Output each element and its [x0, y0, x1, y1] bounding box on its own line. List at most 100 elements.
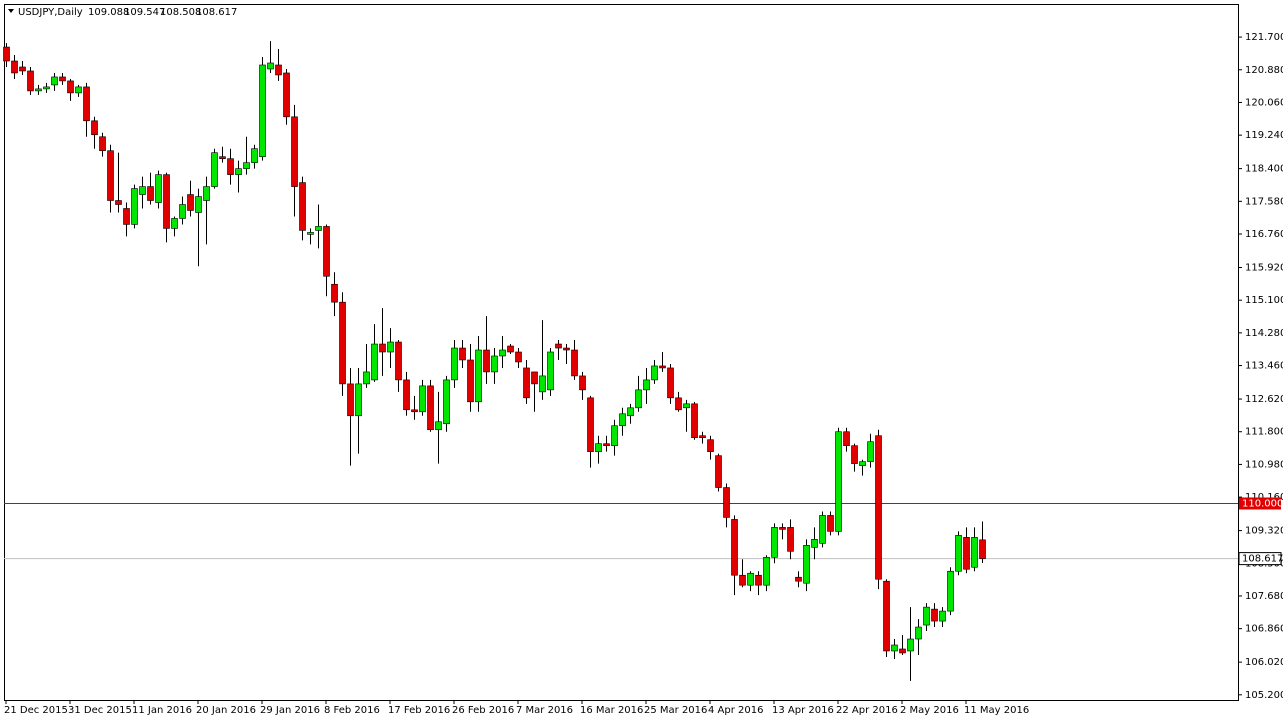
- candle-body: [235, 168, 242, 175]
- candle-body: [899, 648, 906, 654]
- candle-body: [499, 349, 506, 357]
- y-tick-label: 111.800: [1245, 427, 1283, 438]
- candle-body: [971, 537, 978, 568]
- y-tick-label: 105.200: [1245, 690, 1283, 701]
- candle-body: [603, 443, 610, 446]
- x-tick-label: 11 Jan 2016: [132, 705, 192, 716]
- y-tick-label: 109.320: [1245, 526, 1283, 537]
- ohlc-close: 108.617: [196, 7, 237, 18]
- candle-body: [819, 515, 826, 544]
- candle-body: [171, 218, 178, 229]
- candle-body: [963, 537, 970, 570]
- candle-body: [227, 158, 234, 175]
- x-tick-label: 2 May 2016: [900, 705, 959, 716]
- candle-body: [907, 638, 914, 652]
- candle-body: [315, 226, 322, 231]
- candle-body: [179, 204, 186, 219]
- candle-body: [323, 226, 330, 277]
- ohlc-low: 108.508: [160, 7, 201, 18]
- candle-body: [947, 570, 954, 612]
- candle-body: [771, 527, 778, 558]
- y-tick-label: 121.700: [1245, 32, 1283, 43]
- candle-body: [395, 341, 402, 381]
- y-tick-label: 119.240: [1245, 130, 1283, 141]
- candle-body: [787, 527, 794, 552]
- candle-body: [915, 626, 922, 640]
- candle-body: [667, 367, 674, 399]
- candle-body: [275, 64, 282, 76]
- candle-body: [483, 349, 490, 373]
- candle-body: [843, 431, 850, 446]
- candle-body: [859, 461, 866, 466]
- candle-body: [163, 174, 170, 229]
- candle-body: [563, 347, 570, 351]
- candle-body: [555, 343, 562, 349]
- y-tick-label: 106.020: [1245, 657, 1283, 668]
- candle-body: [91, 120, 98, 136]
- candle-body: [475, 349, 482, 403]
- x-tick-label: 7 Mar 2016: [516, 705, 573, 716]
- y-tick-label: 115.920: [1245, 262, 1283, 273]
- candle-body: [19, 66, 26, 72]
- y-tick-label: 120.060: [1245, 97, 1283, 108]
- candle-body: [715, 455, 722, 488]
- level-label: 110.000: [1242, 498, 1283, 509]
- candle-body: [675, 397, 682, 411]
- y-tick-label: 117.580: [1245, 196, 1283, 207]
- candle-body: [115, 200, 122, 205]
- candle-body: [27, 70, 34, 92]
- candle-body: [339, 301, 346, 385]
- candle-body: [371, 343, 378, 381]
- candle-body: [707, 439, 714, 452]
- candle-body: [243, 162, 250, 169]
- candle-body: [411, 409, 418, 413]
- candle-body: [579, 375, 586, 391]
- candle-body: [467, 359, 474, 403]
- x-tick-label: 26 Feb 2016: [452, 705, 514, 716]
- candle-body: [795, 576, 802, 582]
- candle-body: [387, 341, 394, 353]
- candle-body: [923, 606, 930, 626]
- candle-body: [507, 345, 514, 353]
- candle-body: [523, 367, 530, 399]
- candle-body: [291, 116, 298, 187]
- candle-body: [547, 351, 554, 391]
- candle-body: [955, 535, 962, 572]
- ohlc-open: 109.088: [88, 7, 129, 18]
- candle-body: [363, 371, 370, 385]
- y-tick-label: 120.880: [1245, 65, 1283, 76]
- candle-body: [739, 574, 746, 586]
- candle-body: [875, 435, 882, 580]
- candle-body: [419, 385, 426, 413]
- candle-body: [59, 76, 66, 82]
- candle-body: [67, 80, 74, 94]
- y-tick-label: 116.760: [1245, 229, 1283, 240]
- x-tick-label: 17 Feb 2016: [388, 705, 450, 716]
- candle-body: [635, 389, 642, 409]
- candle-body: [459, 347, 466, 361]
- plot-frame: [4, 4, 1239, 701]
- y-tick-label: 112.620: [1245, 394, 1283, 405]
- candle-body: [83, 86, 90, 122]
- candle-body: [107, 150, 114, 201]
- x-tick-label: 31 Dec 2015: [68, 705, 132, 716]
- candle-body: [427, 385, 434, 431]
- x-tick-label: 29 Jan 2016: [260, 705, 320, 716]
- candle-body: [435, 421, 442, 431]
- candle-body: [379, 343, 386, 353]
- candle-body: [531, 371, 538, 385]
- candle-body: [75, 86, 82, 94]
- candle-body: [3, 46, 10, 62]
- y-tick-label: 106.860: [1245, 624, 1283, 635]
- x-tick-label: 16 Mar 2016: [580, 705, 643, 716]
- candle-body: [251, 148, 258, 163]
- x-tick-label: 20 Jan 2016: [196, 705, 256, 716]
- y-tick-label: 107.680: [1245, 591, 1283, 602]
- menu-triangle[interactable]: [8, 9, 14, 13]
- candle-body: [355, 383, 362, 417]
- y-tick-label: 113.460: [1245, 361, 1283, 372]
- candle-body: [331, 283, 338, 303]
- candle-body: [827, 515, 834, 532]
- x-tick-label: 4 Apr 2016: [708, 705, 763, 716]
- y-tick-label: 114.280: [1245, 328, 1283, 339]
